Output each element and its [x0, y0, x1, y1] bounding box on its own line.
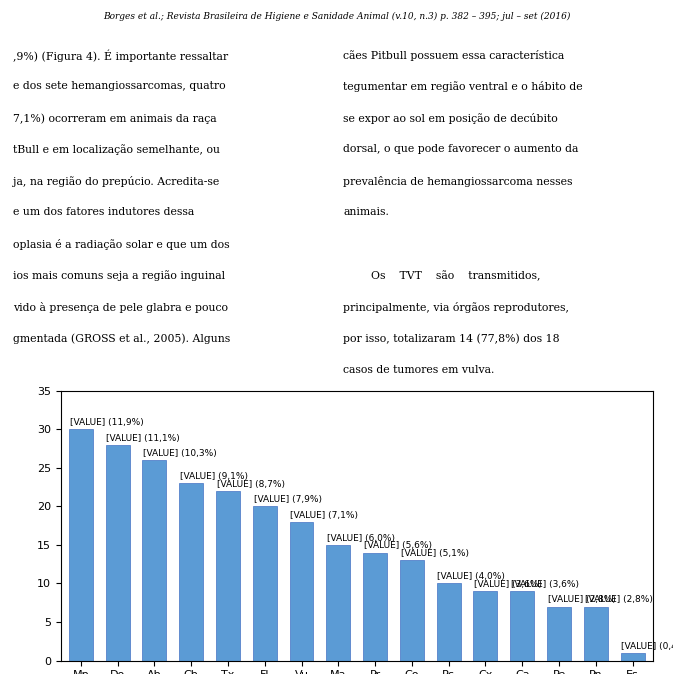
- Bar: [547, 607, 571, 661]
- Text: [VALUE] (8,7%): [VALUE] (8,7%): [217, 480, 285, 489]
- Bar: [510, 591, 534, 661]
- Bar: [69, 429, 93, 661]
- Text: [VALUE] (3,6%): [VALUE] (3,6%): [474, 580, 542, 589]
- Bar: [584, 607, 608, 661]
- Text: prevalência de hemangiossarcoma nesses: prevalência de hemangiossarcoma nesses: [343, 176, 573, 187]
- Text: [VALUE] (9,1%): [VALUE] (9,1%): [180, 472, 248, 481]
- Text: principalmente, via órgãos reprodutores,: principalmente, via órgãos reprodutores,: [343, 302, 569, 313]
- Text: [VALUE] (4,0%): [VALUE] (4,0%): [437, 572, 505, 581]
- Text: [VALUE] (11,9%): [VALUE] (11,9%): [69, 418, 143, 427]
- Text: casos de tumores em vulva.: casos de tumores em vulva.: [343, 365, 495, 375]
- Text: Borges et al.; Revista Brasileira de Higiene e Sanidade Animal (v.10, n.3) p. 38: Borges et al.; Revista Brasileira de Hig…: [103, 11, 570, 21]
- Bar: [216, 491, 240, 661]
- Bar: [363, 553, 387, 661]
- Text: [VALUE] (3,6%): [VALUE] (3,6%): [511, 580, 579, 589]
- Text: tBull e em localização semelhante, ou: tBull e em localização semelhante, ou: [13, 144, 221, 155]
- Text: vido à presença de pele glabra e pouco: vido à presença de pele glabra e pouco: [13, 302, 228, 313]
- Bar: [289, 522, 314, 661]
- Text: por isso, totalizaram 14 (77,8%) dos 18: por isso, totalizaram 14 (77,8%) dos 18: [343, 334, 560, 344]
- Text: gmentada (GROSS et al., 2005). Alguns: gmentada (GROSS et al., 2005). Alguns: [13, 334, 231, 344]
- Text: Os    TVT    são    transmitidos,: Os TVT são transmitidos,: [343, 270, 540, 281]
- Text: [VALUE] (2,8%): [VALUE] (2,8%): [548, 595, 616, 605]
- Bar: [474, 591, 497, 661]
- Text: ,9%) (Figura 4). É importante ressaltar: ,9%) (Figura 4). É importante ressaltar: [13, 50, 229, 63]
- Text: [VALUE] (11,1%): [VALUE] (11,1%): [106, 433, 180, 443]
- Bar: [253, 506, 277, 661]
- Bar: [106, 445, 129, 661]
- Text: 7,1%) ocorreram em animais da raça: 7,1%) ocorreram em animais da raça: [13, 113, 217, 123]
- Bar: [143, 460, 166, 661]
- Text: ios mais comuns seja a região inguinal: ios mais comuns seja a região inguinal: [13, 270, 225, 281]
- Text: dorsal, o que pode favorecer o aumento da: dorsal, o que pode favorecer o aumento d…: [343, 144, 579, 154]
- Text: se expor ao sol em posição de decúbito: se expor ao sol em posição de decúbito: [343, 113, 558, 124]
- Bar: [326, 545, 350, 661]
- Text: e um dos fatores indutores dessa: e um dos fatores indutores dessa: [13, 208, 194, 218]
- Bar: [400, 560, 424, 661]
- Text: animais.: animais.: [343, 208, 389, 218]
- Text: [VALUE] (7,9%): [VALUE] (7,9%): [254, 495, 322, 504]
- Text: [VALUE] (10,3%): [VALUE] (10,3%): [143, 449, 217, 458]
- Text: oplasia é a radiação solar e que um dos: oplasia é a radiação solar e que um dos: [13, 239, 230, 250]
- Text: tegumentar em região ventral e o hábito de: tegumentar em região ventral e o hábito …: [343, 82, 583, 92]
- Bar: [179, 483, 203, 661]
- Text: [VALUE] (5,6%): [VALUE] (5,6%): [364, 541, 432, 551]
- Text: e dos sete hemangiossarcomas, quatro: e dos sete hemangiossarcomas, quatro: [13, 82, 226, 92]
- Text: [VALUE] (6,0%): [VALUE] (6,0%): [327, 534, 395, 543]
- Text: [VALUE] (2,8%): [VALUE] (2,8%): [585, 595, 652, 605]
- Text: [VALUE] (0,4%): [VALUE] (0,4%): [621, 642, 673, 650]
- Bar: [437, 584, 460, 661]
- Text: ja, na região do prepúcio. Acredita-se: ja, na região do prepúcio. Acredita-se: [13, 176, 219, 187]
- Text: [VALUE] (5,1%): [VALUE] (5,1%): [400, 549, 468, 558]
- Bar: [621, 653, 645, 661]
- Text: cães Pitbull possuem essa característica: cães Pitbull possuem essa característica: [343, 50, 565, 61]
- Text: [VALUE] (7,1%): [VALUE] (7,1%): [290, 511, 358, 520]
